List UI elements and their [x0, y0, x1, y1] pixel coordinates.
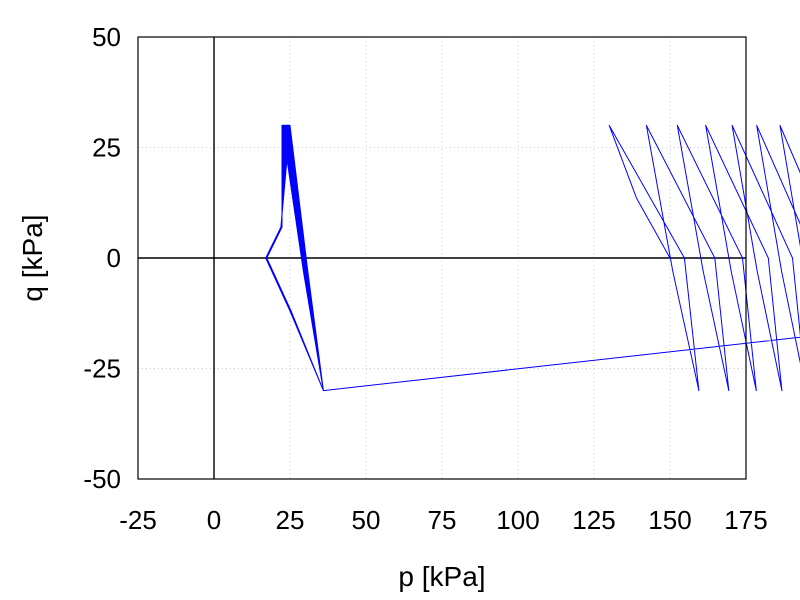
- x-tick-label: 175: [724, 505, 767, 535]
- y-tick-label: 0: [107, 243, 121, 273]
- y-tick-label: 25: [92, 133, 121, 163]
- y-tick-labels: -50 -25 0 25 50: [83, 22, 121, 494]
- x-tick-label: 75: [428, 505, 457, 535]
- y-axis-label: q [kPa]: [17, 214, 48, 301]
- series-group: [265, 124, 800, 392]
- x-tick-label: 0: [207, 505, 221, 535]
- x-axis-label: p [kPa]: [398, 561, 485, 592]
- x-tick-label: -25: [119, 505, 157, 535]
- x-tick-label: 25: [276, 505, 305, 535]
- plot-frame: [137, 36, 747, 480]
- y-tick-label: -25: [83, 354, 121, 384]
- x-tick-label: 125: [572, 505, 615, 535]
- x-tick-label: 150: [648, 505, 691, 535]
- x-tick-label: 100: [496, 505, 539, 535]
- zero-lines: [138, 37, 746, 479]
- x-tick-labels: -25 0 25 50 75 100 125 150 175: [119, 505, 767, 535]
- stress-path-line: [265, 124, 800, 392]
- y-tick-label: -50: [83, 464, 121, 494]
- y-tick-label: 50: [92, 22, 121, 52]
- x-tick-label: 50: [352, 505, 381, 535]
